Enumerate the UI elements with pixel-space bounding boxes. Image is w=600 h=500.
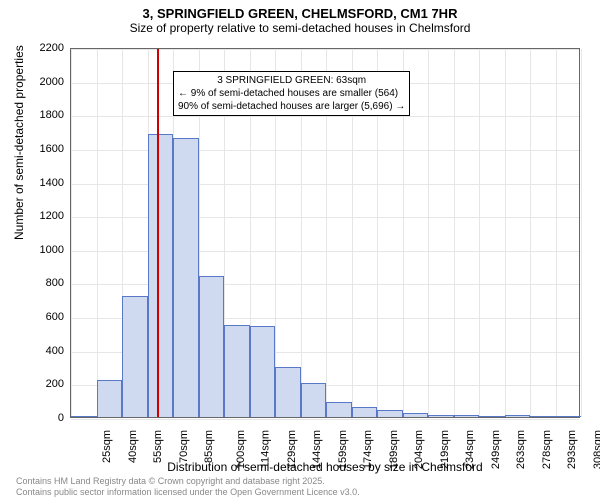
histogram-bar <box>326 402 352 417</box>
histogram-bar <box>301 383 327 417</box>
histogram-bar <box>148 134 174 417</box>
footer-attribution: Contains HM Land Registry data © Crown c… <box>16 476 360 498</box>
histogram-bar <box>275 367 301 417</box>
y-tick-label: 2000 <box>40 76 64 88</box>
property-marker-line <box>157 49 159 417</box>
histogram-bar <box>454 415 480 417</box>
y-tick-label: 1000 <box>40 244 64 256</box>
chart-area: 3 SPRINGFIELD GREEN: 63sqm ← 9% of semi-… <box>70 48 580 418</box>
x-tick-label: 308sqm <box>592 430 600 469</box>
histogram-bar <box>199 276 225 417</box>
histogram-bar <box>556 416 582 417</box>
histogram-bar <box>173 138 199 417</box>
histogram-plot: 3 SPRINGFIELD GREEN: 63sqm ← 9% of semi-… <box>70 48 580 418</box>
y-tick-label: 0 <box>58 412 64 424</box>
x-tick-label: 25sqm <box>101 430 113 463</box>
annotation-line-1: 3 SPRINGFIELD GREEN: 63sqm <box>178 74 405 87</box>
x-tick-label: 85sqm <box>203 430 215 463</box>
y-axis-label: Number of semi-detached properties <box>12 45 26 240</box>
footer-line-2: Contains public sector information licen… <box>16 487 360 498</box>
histogram-bar <box>97 380 123 417</box>
annotation-box: 3 SPRINGFIELD GREEN: 63sqm ← 9% of semi-… <box>173 71 410 116</box>
footer-line-1: Contains HM Land Registry data © Crown c… <box>16 476 360 487</box>
y-tick-label: 1800 <box>40 109 64 121</box>
x-tick-label: 70sqm <box>178 430 190 463</box>
x-tick-label: 40sqm <box>127 430 139 463</box>
histogram-bar <box>71 416 97 417</box>
y-tick-label: 200 <box>46 378 64 390</box>
histogram-bar <box>479 416 505 417</box>
x-tick-label: 55sqm <box>152 430 164 463</box>
histogram-bar <box>403 413 429 417</box>
histogram-bar <box>428 415 454 417</box>
histogram-bar <box>377 410 403 417</box>
histogram-bar <box>352 407 378 417</box>
histogram-bar <box>122 296 148 417</box>
page-subtitle: Size of property relative to semi-detach… <box>0 21 600 39</box>
y-tick-label: 400 <box>46 345 64 357</box>
annotation-line-2: ← 9% of semi-detached houses are smaller… <box>178 87 405 100</box>
histogram-bar <box>530 416 556 417</box>
y-tick-label: 1200 <box>40 210 64 222</box>
y-tick-label: 2200 <box>40 42 64 54</box>
histogram-bar <box>224 325 250 418</box>
histogram-bar <box>505 415 531 417</box>
y-tick-label: 1600 <box>40 143 64 155</box>
x-axis-label: Distribution of semi-detached houses by … <box>70 460 580 474</box>
y-tick-label: 1400 <box>40 177 64 189</box>
y-tick-label: 800 <box>46 277 64 289</box>
page-title: 3, SPRINGFIELD GREEN, CHELMSFORD, CM1 7H… <box>0 0 600 21</box>
y-tick-label: 600 <box>46 311 64 323</box>
histogram-bar <box>250 326 276 417</box>
annotation-line-3: 90% of semi-detached houses are larger (… <box>178 100 405 113</box>
